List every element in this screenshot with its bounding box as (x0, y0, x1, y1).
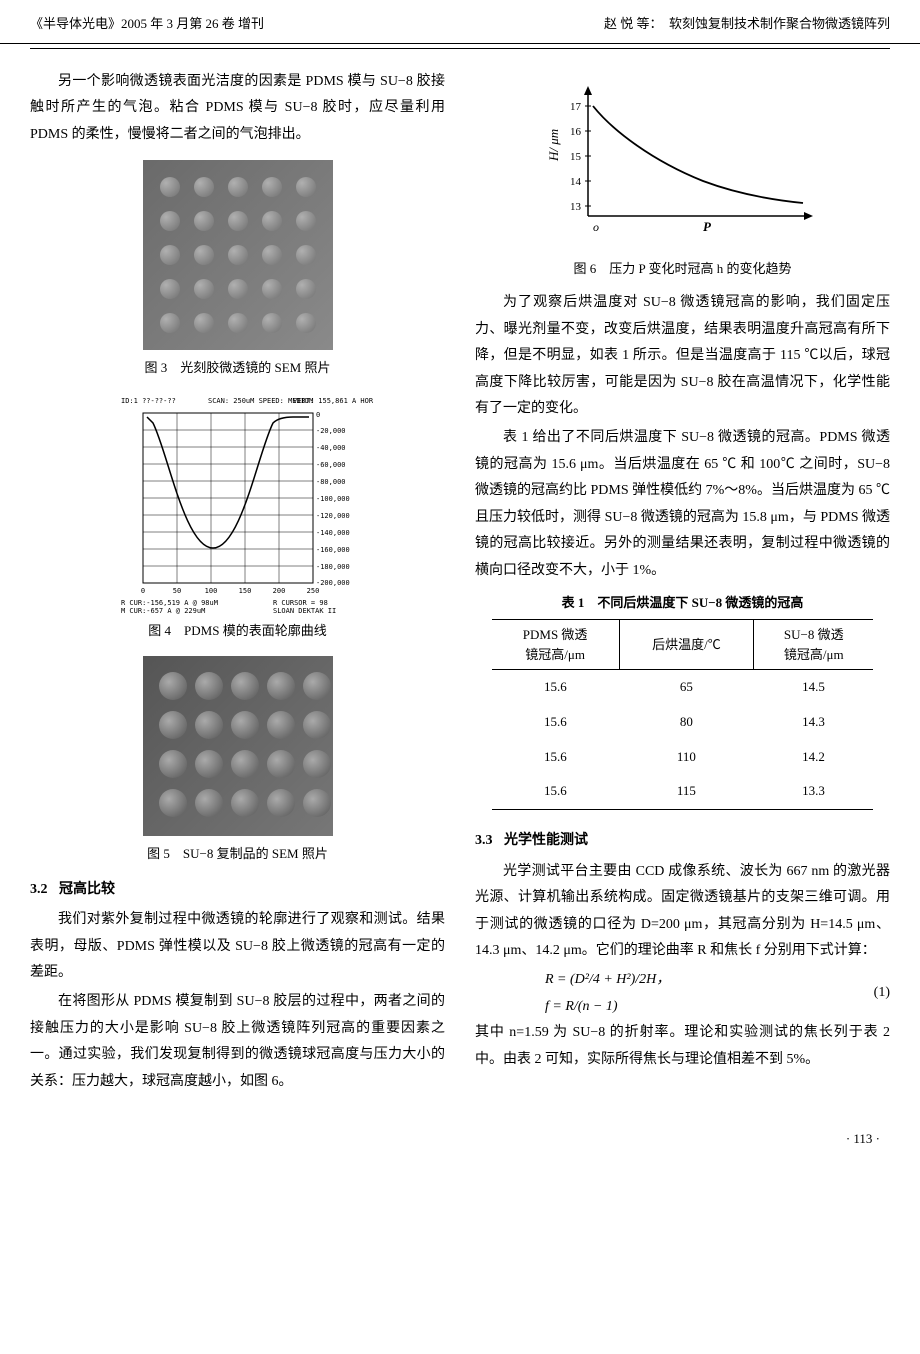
content-columns: 另一个影响微透镜表面光洁度的因素是 PDMS 模与 SU−8 胶接触时所产生的气… (0, 69, 920, 1098)
header-left: 《半导体光电》2005 年 3 月第 26 卷 增刊 (30, 12, 264, 37)
page-header: 《半导体光电》2005 年 3 月第 26 卷 增刊 赵 悦 等： 软刻蚀复制技… (0, 0, 920, 44)
fig6-caption: 图 6 压力 P 变化时冠高 h 的变化趋势 (475, 257, 890, 282)
svg-text:-20,000: -20,000 (316, 427, 346, 435)
svg-text:H/ μm: H/ μm (546, 129, 561, 162)
sec33-num: 3.3 (475, 833, 493, 848)
fig4-hdr-left: ID:1 ??-??-?? (121, 397, 176, 405)
table1-caption: 表 1 不同后烘温度下 SU−8 微透镜的冠高 (475, 591, 890, 616)
svg-text:SLOAN DEKTAK II: SLOAN DEKTAK II (273, 607, 336, 615)
svg-text:13: 13 (570, 201, 582, 213)
svg-text:150: 150 (238, 587, 251, 595)
svg-text:250: 250 (306, 587, 319, 595)
svg-text:-180,000: -180,000 (316, 563, 350, 571)
svg-text:14: 14 (570, 176, 582, 188)
svg-text:o: o (593, 220, 599, 234)
header-right: 赵 悦 等： 软刻蚀复制技术制作聚合物微透镜阵列 (604, 12, 890, 37)
eq1-number: (1) (874, 980, 890, 1007)
svg-text:M CUR:-657 A @ 229uM: M CUR:-657 A @ 229uM (121, 607, 205, 615)
svg-text:-40,000: -40,000 (316, 444, 346, 452)
table-row: 15.68014.3 (492, 705, 874, 740)
para-r4: 其中 n=1.59 为 SU−8 的折射率。理论和实验测试的焦长列于表 2 中。… (475, 1020, 890, 1073)
table-1: PDMS 微透镜冠高/μm 后烘温度/℃ SU−8 微透镜冠高/μm 15.66… (492, 619, 874, 810)
svg-text:-120,000: -120,000 (316, 512, 350, 520)
fig3-sem-image (143, 160, 333, 350)
sec32-title: 冠高比较 (59, 882, 115, 897)
fig5-caption: 图 5 SU−8 复制品的 SEM 照片 (30, 842, 445, 867)
sec33-title: 光学性能测试 (504, 833, 588, 848)
svg-text:17: 17 (570, 101, 582, 113)
svg-text:16: 16 (570, 126, 582, 138)
page-number: · 113 · (0, 1097, 920, 1172)
figure-3-box: 图 3 光刻胶微透镜的 SEM 照片 (30, 160, 445, 381)
fig4-hdr-right: VERT: 155,861 A HORIZ: 131uM (293, 397, 373, 405)
svg-text:-80,000: -80,000 (316, 478, 346, 486)
para-l1: 另一个影响微透镜表面光洁度的因素是 PDMS 模与 SU−8 胶接触时所产生的气… (30, 69, 445, 149)
figure-5-box: 图 5 SU−8 复制品的 SEM 照片 (30, 656, 445, 867)
svg-text:50: 50 (172, 587, 180, 595)
equation-1: R = (D²/4 + H²)/2H， f = R/(n − 1) (1) (475, 967, 890, 1020)
svg-text:-160,000: -160,000 (316, 546, 350, 554)
table1-col0: PDMS 微透镜冠高/μm (492, 620, 620, 670)
svg-text:100: 100 (204, 587, 217, 595)
svg-text:-60,000: -60,000 (316, 461, 346, 469)
figure-4-box: ID:1 ??-??-?? SCAN: 250uM SPEED: MEDIUM … (30, 393, 445, 644)
svg-text:R CURSOR = 98: R CURSOR = 98 (273, 599, 328, 607)
para-r3: 光学测试平台主要由 CCD 成像系统、波长为 667 nm 的激光器光源、计算机… (475, 859, 890, 965)
fig3-caption: 图 3 光刻胶微透镜的 SEM 照片 (30, 356, 445, 381)
section-3-2-heading: 3.2 冠高比较 (30, 877, 445, 904)
svg-text:P: P (703, 219, 712, 234)
right-column: 13 14 15 16 17 o P H/ μm 图 6 压力 P 变化时冠高 … (475, 69, 890, 1098)
para-l2: 我们对紫外复制过程中微透镜的轮廓进行了观察和测试。结果表明，母版、PDMS 弹性… (30, 907, 445, 987)
table-row: 15.611513.3 (492, 774, 874, 809)
fig6-chart: 13 14 15 16 17 o P H/ μm (543, 81, 823, 252)
para-r2: 表 1 给出了不同后烘温度下 SU−8 微透镜的冠高。PDMS 微透镜的冠高为 … (475, 425, 890, 585)
para-r1: 为了观察后烘温度对 SU−8 微透镜冠高的影响，我们固定压力、曝光剂量不变，改变… (475, 290, 890, 423)
svg-text:-200,000: -200,000 (316, 579, 350, 587)
para-l3: 在将图形从 PDMS 模复制到 SU−8 胶层的过程中，两者之间的接触压力的大小… (30, 989, 445, 1095)
svg-text:0: 0 (140, 587, 144, 595)
eq1-line1: R = (D²/4 + H²)/2H， (545, 967, 670, 994)
table1-col2: SU−8 微透镜冠高/μm (754, 620, 874, 670)
header-rule (30, 48, 890, 49)
svg-text:R CUR:-156,519 A @ 98uM: R CUR:-156,519 A @ 98uM (121, 599, 218, 607)
figure-6-box: 13 14 15 16 17 o P H/ μm 图 6 压力 P 变化时冠高 … (475, 81, 890, 282)
svg-text:-140,000: -140,000 (316, 529, 350, 537)
svg-text:15: 15 (570, 151, 582, 163)
table1-col1: 后烘温度/℃ (619, 620, 754, 670)
left-column: 另一个影响微透镜表面光洁度的因素是 PDMS 模与 SU−8 胶接触时所产生的气… (30, 69, 445, 1098)
table-row: 15.66514.5 (492, 670, 874, 705)
svg-text:200: 200 (272, 587, 285, 595)
table1-body: 15.66514.5 15.68014.3 15.611014.2 15.611… (492, 670, 874, 810)
svg-text:0: 0 (316, 411, 320, 419)
sec32-num: 3.2 (30, 882, 48, 897)
section-3-3-heading: 3.3 光学性能测试 (475, 828, 890, 855)
table-row: 15.611014.2 (492, 740, 874, 775)
eq1-line2: f = R/(n − 1) (545, 994, 670, 1021)
fig4-profile-chart: ID:1 ??-??-?? SCAN: 250uM SPEED: MEDIUM … (113, 393, 363, 613)
fig5-sem-image (143, 656, 333, 836)
svg-text:-100,000: -100,000 (316, 495, 350, 503)
